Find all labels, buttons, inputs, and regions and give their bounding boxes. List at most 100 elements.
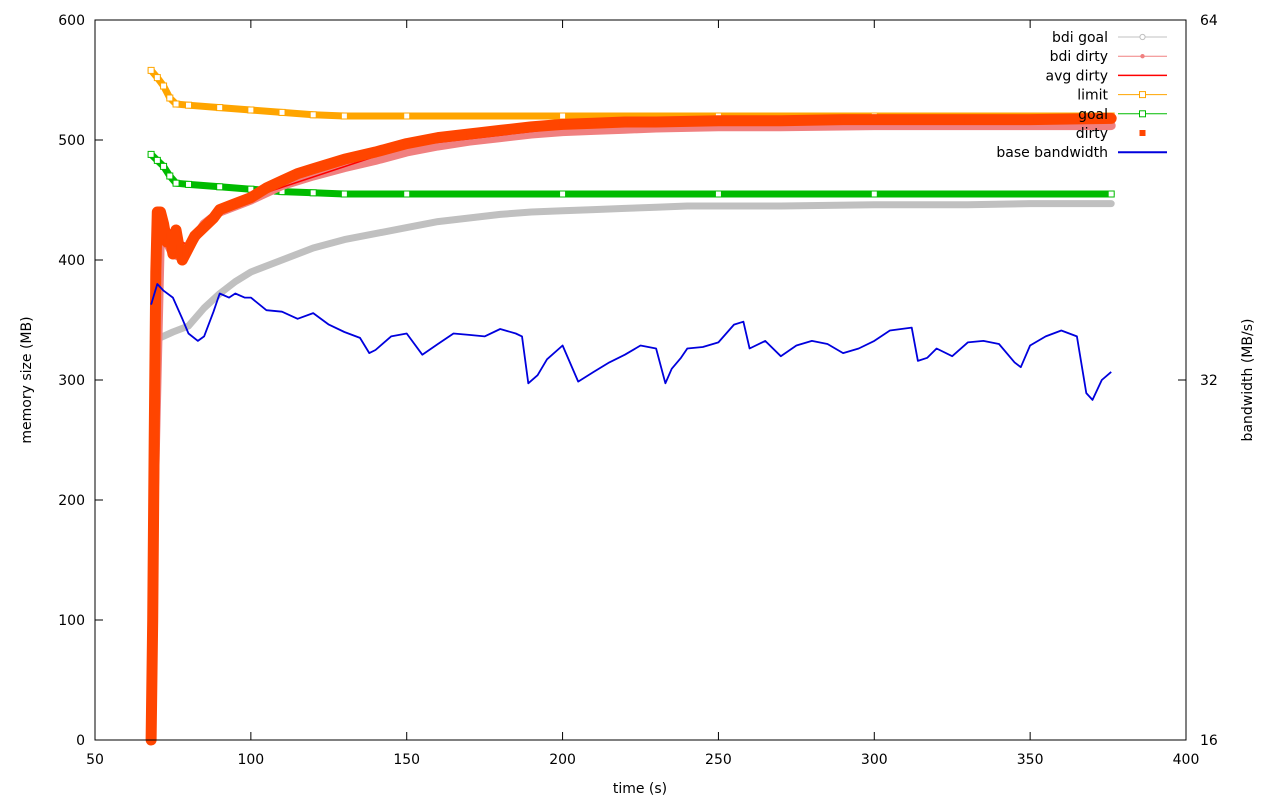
data-point-bdi-goal: [653, 204, 659, 210]
legend-entry-bdi-goal: bdi goal: [1052, 30, 1167, 46]
series-band-bdi-dirty: [146, 121, 1116, 739]
data-point-dirty: [621, 119, 628, 125]
data-point-goal: [309, 189, 317, 197]
legend-entry-bdi-dirty: bdi dirty: [1050, 49, 1167, 65]
data-point-bdi-goal: [404, 225, 410, 231]
x-tick-label: 50: [86, 752, 104, 768]
data-point-dirty: [216, 206, 223, 213]
y2-axis-label: bandwidth (MB/s): [1240, 319, 1256, 442]
data-point-bdi-dirty: [528, 131, 535, 137]
data-point-bdi-dirty: [497, 135, 503, 141]
legend-entry-limit: limit: [1077, 88, 1167, 104]
data-point-dirty: [179, 257, 186, 263]
legend-swatch-marker: [1139, 130, 1146, 136]
data-point-bdi-goal: [248, 269, 254, 275]
data-point-goal: [147, 150, 155, 158]
data-point-dirty: [964, 116, 971, 123]
data-point-bdi-dirty: [622, 126, 628, 132]
series-bdi-goal: [150, 200, 1115, 344]
data-point-goal: [185, 180, 193, 188]
data-point-goal: [172, 179, 180, 187]
data-point-dirty: [653, 119, 660, 125]
data-point-goal: [166, 172, 174, 180]
y2-tick-label: 16: [1200, 733, 1218, 749]
data-point-bdi-goal: [715, 203, 722, 209]
legend-entry-goal: goal: [1078, 107, 1167, 123]
data-point-bdi-goal: [232, 279, 238, 285]
data-point-dirty: [372, 149, 379, 155]
data-point-dirty: [1108, 115, 1115, 122]
series-band-limit: [147, 66, 1115, 120]
data-point-bdi-goal: [497, 211, 503, 217]
series-layer: [145, 66, 1117, 746]
y-tick-label: 300: [58, 373, 85, 389]
data-point-goal: [559, 190, 567, 198]
data-point-goal: [714, 190, 722, 198]
x-tick-label: 300: [861, 752, 888, 768]
data-point-bdi-dirty: [435, 143, 441, 149]
x-tick-label: 100: [237, 752, 264, 768]
data-point-dirty: [263, 185, 270, 191]
data-point-limit: [278, 108, 286, 116]
data-point-bdi-dirty: [1108, 123, 1114, 129]
legend-label: avg dirty: [1045, 68, 1108, 84]
data-point-limit: [309, 111, 317, 119]
legend-entry-dirty: dirty: [1076, 126, 1146, 142]
legend: bdi goal bdi dirty avg dirty limit goal dirty…: [996, 30, 1167, 161]
data-point-dirty: [840, 116, 847, 123]
x-tick-label: 350: [1017, 752, 1044, 768]
data-point-dirty: [777, 117, 784, 124]
data-point-dirty: [226, 203, 233, 209]
data-point-bdi-goal: [528, 209, 535, 215]
data-point-bdi-goal: [170, 329, 176, 335]
series-base-bandwidth: [150, 283, 1112, 401]
data-point-bdi-goal: [965, 202, 971, 208]
legend-label: dirty: [1076, 126, 1108, 142]
series-line-avg-dirty: [150, 120, 1112, 741]
data-point-bdi-goal: [372, 231, 379, 237]
data-point-bdi-dirty: [372, 157, 379, 163]
data-point-dirty: [151, 437, 158, 443]
data-point-bdi-goal: [435, 219, 441, 225]
data-point-dirty: [466, 131, 473, 137]
series-limit: [147, 66, 1115, 120]
data-point-dirty: [185, 245, 192, 251]
data-point-dirty: [434, 134, 441, 141]
y-tick-label: 500: [58, 133, 85, 149]
data-point-bdi-dirty: [404, 149, 410, 155]
data-point-dirty: [204, 221, 211, 227]
y-axis-label: memory size (MB): [19, 316, 35, 443]
y-tick-label: 0: [76, 733, 85, 749]
data-point-goal: [870, 190, 878, 198]
data-point-bdi-goal: [1108, 201, 1114, 207]
series-line-base-bandwidth: [150, 283, 1112, 401]
data-point-goal: [160, 162, 168, 170]
x-tick-label: 200: [549, 752, 576, 768]
data-point-dirty: [152, 269, 159, 275]
data-point-limit: [153, 74, 161, 82]
y2-tick-label: 64: [1200, 13, 1218, 29]
data-point-dirty: [197, 227, 204, 233]
data-point-bdi-goal: [559, 208, 566, 214]
data-point-dirty: [210, 215, 217, 221]
data-point-limit: [147, 66, 155, 74]
data-point-limit: [160, 82, 168, 90]
data-point-dirty: [160, 221, 167, 227]
legend-entry-avg-dirty: avg dirty: [1045, 68, 1167, 84]
y2-tick-label: 32: [1200, 373, 1218, 389]
legend-swatch-marker: [1139, 91, 1146, 99]
series-band-bdi-goal: [150, 200, 1115, 344]
data-point-dirty: [176, 245, 183, 251]
data-point-bdi-dirty: [466, 138, 472, 144]
data-point-limit: [559, 112, 567, 120]
data-point-dirty: [528, 123, 535, 130]
series-dirty: [145, 112, 1117, 746]
data-point-dirty: [149, 617, 156, 623]
data-point-limit: [216, 104, 224, 112]
data-point-dirty: [191, 233, 198, 239]
data-point-bdi-dirty: [591, 127, 597, 133]
data-point-limit: [172, 100, 180, 108]
data-point-goal: [1107, 190, 1115, 198]
data-point-bdi-goal: [279, 257, 285, 263]
data-point-dirty: [341, 156, 348, 163]
